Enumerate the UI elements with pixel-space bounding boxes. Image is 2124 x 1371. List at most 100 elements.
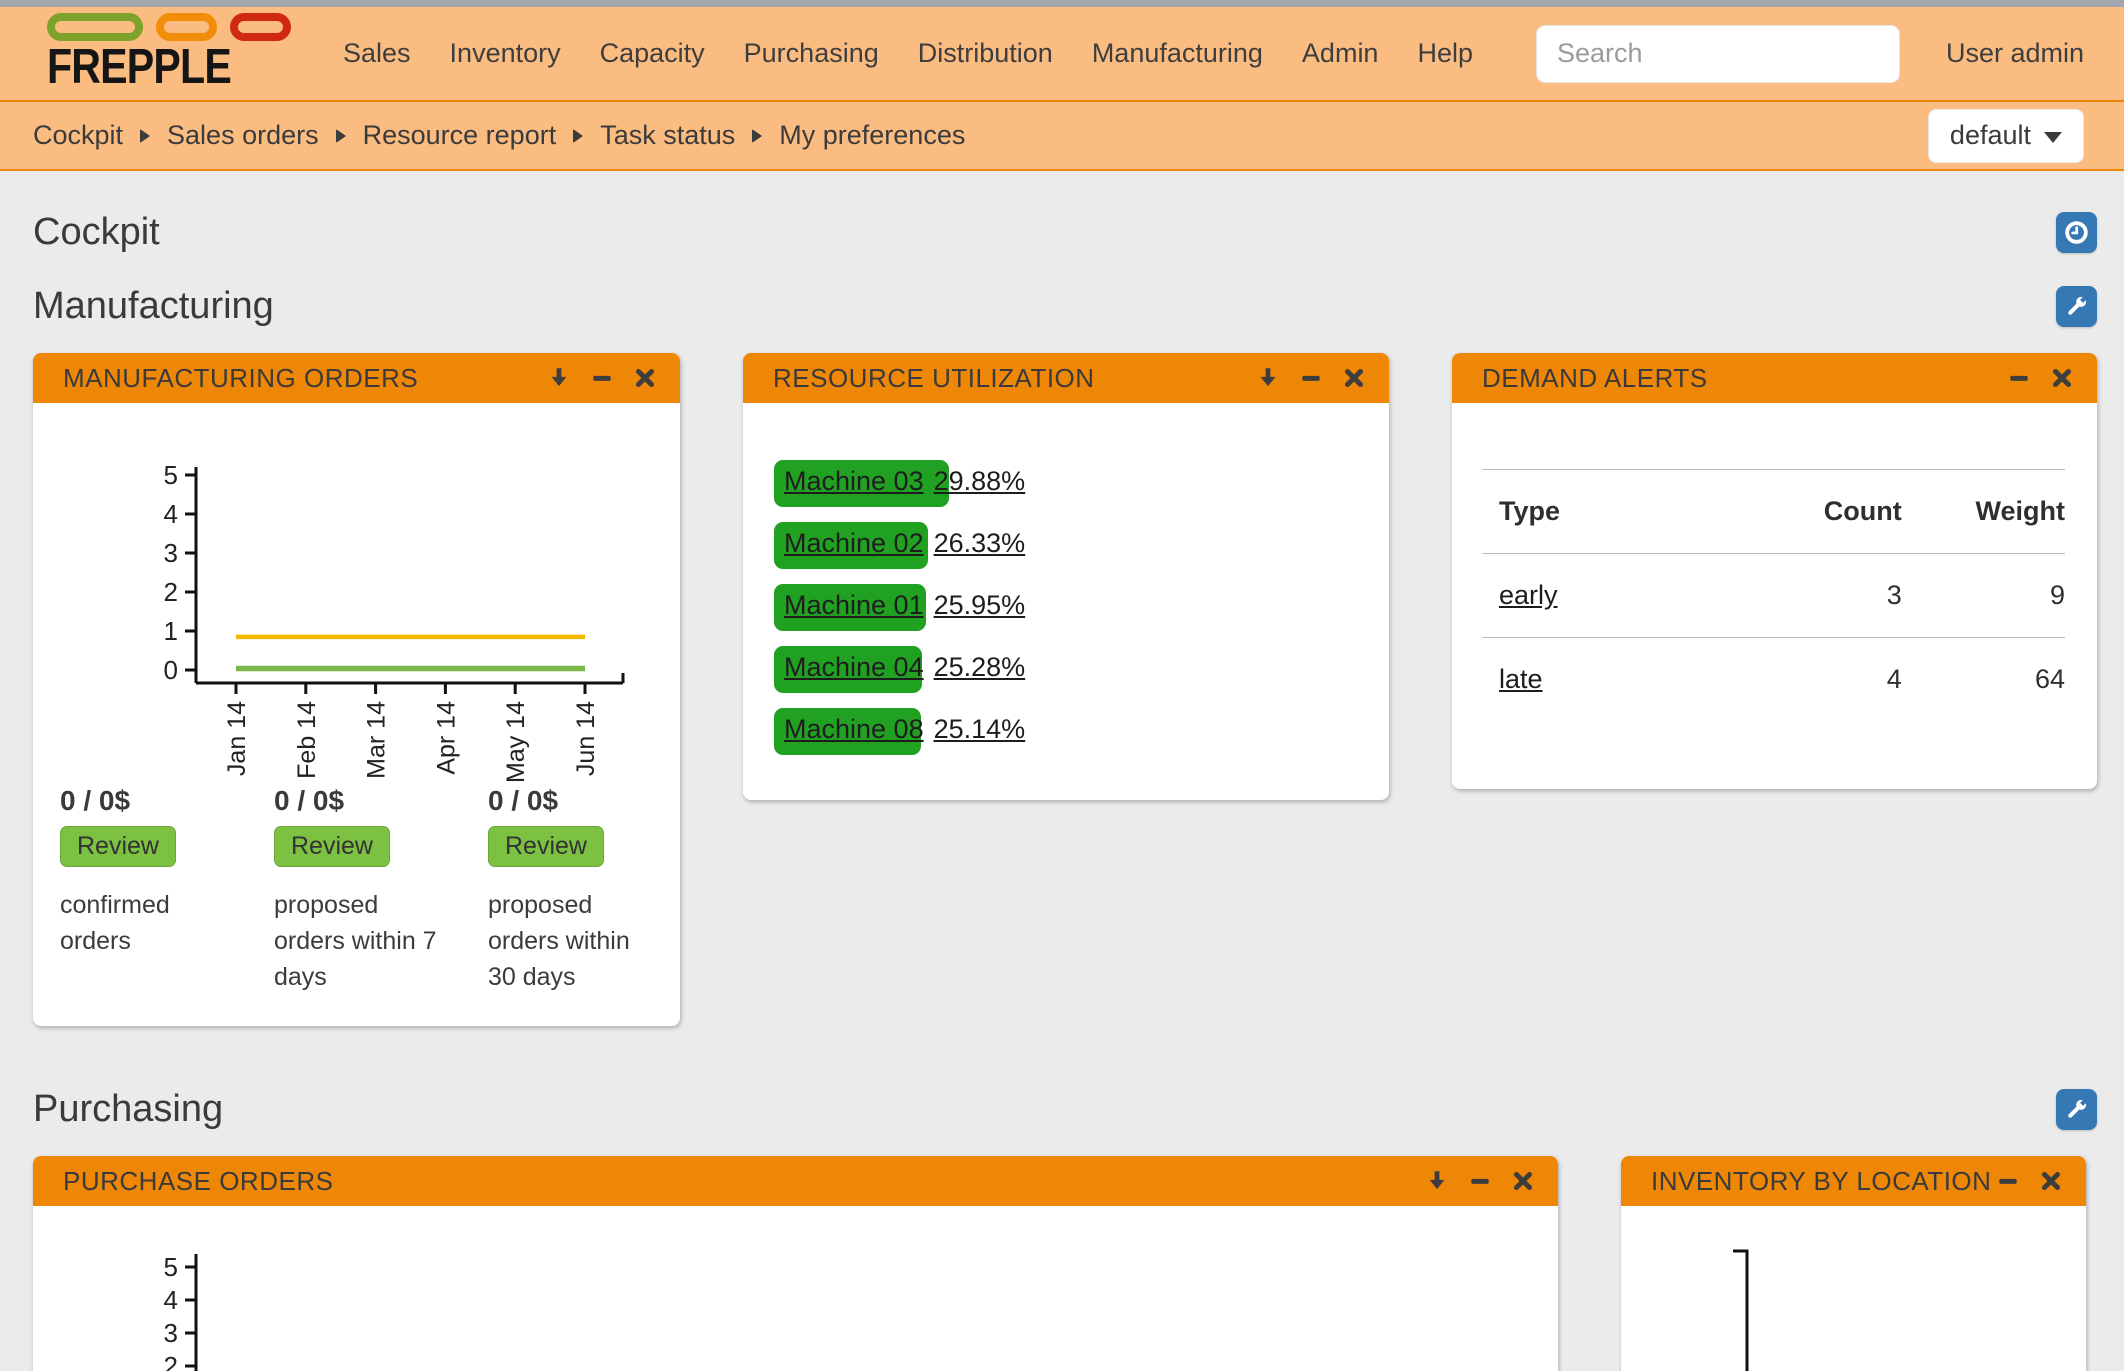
menu-item-sales[interactable]: Sales (343, 38, 411, 68)
alert-type-link-early[interactable]: early (1499, 580, 1558, 610)
widget-body: 543210 (33, 1206, 1558, 1371)
review-button[interactable]: Review (488, 826, 604, 867)
move-down-icon[interactable] (1424, 1168, 1450, 1194)
utilization-row: Machine 01 25.95% (743, 577, 1389, 639)
widget-header-purchase-orders[interactable]: PURCHASE ORDERS (33, 1156, 1558, 1206)
view-selector-dropdown[interactable]: default (1927, 108, 2084, 163)
main-menu: Sales Inventory Capacity Purchasing Dist… (343, 38, 1473, 69)
svg-text:Mar 14: Mar 14 (363, 701, 391, 779)
svg-text:2: 2 (164, 577, 178, 607)
chevron-down-icon (2044, 132, 2062, 143)
view-selector-label: default (1949, 120, 2031, 150)
frepple-logo[interactable]: FREPPLE (47, 13, 291, 93)
close-icon[interactable] (1341, 365, 1367, 391)
stat-value: 0 / 0$ (488, 785, 559, 816)
svg-text:Jun 14: Jun 14 (572, 701, 600, 776)
history-clock-icon (2065, 220, 2088, 244)
wrench-icon (2068, 295, 2088, 315)
svg-text:Apr 14: Apr 14 (432, 701, 460, 775)
page-title: Cockpit (33, 211, 160, 253)
search-input[interactable] (1535, 24, 1900, 83)
resource-link[interactable]: Machine 01 (784, 590, 924, 620)
alert-weight: 9 (1901, 554, 2065, 638)
configure-purchasing-button[interactable] (2056, 1088, 2097, 1130)
stat-proposed-30d: 0 / 0$ Review proposed orders within 30 … (488, 785, 702, 995)
configure-manufacturing-button[interactable] (2056, 285, 2097, 327)
review-button[interactable]: Review (60, 826, 176, 867)
stat-confirmed: 0 / 0$ Review confirmed orders (60, 785, 274, 995)
utilization-row: Machine 08 25.14% (743, 701, 1389, 763)
menu-item-manufacturing[interactable]: Manufacturing (1091, 38, 1263, 68)
widget-title: PURCHASE ORDERS (63, 1165, 334, 1196)
widget-header-demand-alerts[interactable]: DEMAND ALERTS (1452, 353, 2097, 403)
breadcrumb-my-preferences[interactable]: My preferences (779, 120, 966, 150)
breadcrumb-task-status[interactable]: Task status (600, 120, 736, 150)
close-icon[interactable] (632, 365, 658, 391)
widget-title: MANUFACTURING ORDERS (63, 362, 419, 393)
breadcrumb-separator-icon (752, 128, 763, 143)
svg-text:Jan 14: Jan 14 (223, 701, 251, 776)
menu-item-inventory[interactable]: Inventory (449, 38, 561, 68)
review-button[interactable]: Review (274, 826, 390, 867)
widget-body: Machine 03 29.88% Machine 02 26.33% Machin… (743, 403, 1389, 800)
breadcrumb-bar: Cockpit Sales orders Resource report Tas… (0, 102, 2124, 171)
utilization-pct-link[interactable]: 26.33% (933, 528, 1026, 558)
table-row: early 3 9 (1482, 554, 2065, 638)
utilization-bar (774, 522, 928, 569)
utilization-pct-link[interactable]: 25.14% (933, 714, 1026, 744)
menu-item-admin[interactable]: Admin (1301, 38, 1379, 68)
user-menu[interactable]: User admin (1945, 38, 2084, 68)
widget-header-inventory-by-location[interactable]: INVENTORY BY LOCATION (1621, 1156, 2086, 1206)
breadcrumb-separator-icon (573, 128, 584, 143)
menu-item-help[interactable]: Help (1417, 38, 1473, 68)
col-header-type: Type (1482, 470, 1745, 554)
resource-link[interactable]: Machine 03 (784, 466, 924, 496)
move-down-icon[interactable] (546, 365, 572, 391)
resource-link[interactable]: Machine 04 (784, 652, 924, 682)
utilization-row: Machine 03 29.88% (743, 453, 1389, 515)
utilization-pct-link[interactable]: 25.95% (933, 590, 1026, 620)
svg-text:5: 5 (164, 460, 178, 490)
svg-text:3: 3 (164, 1318, 178, 1348)
minimize-icon[interactable] (2006, 365, 2032, 391)
close-icon[interactable] (2038, 1168, 2064, 1194)
utilization-bar (774, 708, 921, 755)
menu-item-purchasing[interactable]: Purchasing (743, 38, 879, 68)
widget-header-resource-utilization[interactable]: RESOURCE UTILIZATION (743, 353, 1389, 403)
alert-type-link-late[interactable]: late (1499, 664, 1543, 694)
close-icon[interactable] (1510, 1168, 1536, 1194)
history-button[interactable] (2056, 211, 2097, 253)
utilization-row: Machine 02 26.33% (743, 515, 1389, 577)
breadcrumb-cockpit[interactable]: Cockpit (33, 120, 124, 150)
minimize-icon[interactable] (1298, 365, 1324, 391)
menu-item-distribution[interactable]: Distribution (917, 38, 1053, 68)
minimize-icon[interactable] (1467, 1168, 1493, 1194)
widget-demand-alerts: DEMAND ALERTS Type Count Weight (1452, 353, 2097, 789)
stat-caption: confirmed orders (60, 891, 170, 955)
alert-count: 4 (1886, 664, 1902, 694)
utilization-bar (774, 584, 926, 631)
move-down-icon[interactable] (1255, 365, 1281, 391)
widget-title: RESOURCE UTILIZATION (773, 362, 1095, 393)
utilization-row: Machine 04 25.28% (743, 639, 1389, 701)
stat-caption: proposed orders within 30 days (488, 891, 630, 991)
breadcrumb-resource-report[interactable]: Resource report (362, 120, 557, 150)
utilization-pct-link[interactable]: 29.88% (933, 466, 1026, 496)
wrench-icon (2068, 1098, 2088, 1118)
utilization-bar (774, 646, 922, 693)
resource-link[interactable]: Machine 02 (784, 528, 924, 558)
menu-item-capacity[interactable]: Capacity (599, 38, 705, 68)
resource-link[interactable]: Machine 08 (784, 714, 924, 744)
demand-alerts-table: Type Count Weight early 3 9 late 4 6 (1482, 469, 2065, 721)
widget-body: 0 1 2 3 4 5 Jan 14 Feb 14 Mar 14 Apr 14 May 14 Jun … (33, 403, 680, 1026)
window-edge-strip (0, 0, 2124, 7)
svg-text:5: 5 (164, 1252, 178, 1282)
close-icon[interactable] (2049, 365, 2075, 391)
breadcrumb-sales-orders[interactable]: Sales orders (167, 120, 319, 150)
utilization-pct-link[interactable]: 25.28% (933, 652, 1026, 682)
minimize-icon[interactable] (589, 365, 615, 391)
widget-body (1621, 1206, 2086, 1371)
svg-text:0: 0 (164, 655, 178, 685)
widget-header-manufacturing-orders[interactable]: MANUFACTURING ORDERS (33, 353, 680, 403)
minimize-icon[interactable] (1995, 1168, 2021, 1194)
